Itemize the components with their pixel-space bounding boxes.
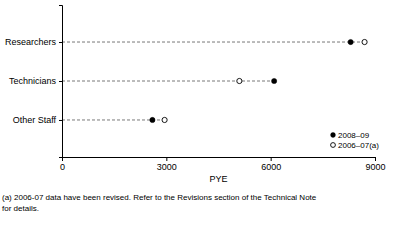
footnote: (a) 2006-07 data have been revised. Refe… xyxy=(2,193,317,202)
point xyxy=(362,39,367,44)
legend: 2008–092006–07(a) xyxy=(331,131,380,150)
x-tick-mark xyxy=(375,157,376,161)
guide-lines xyxy=(62,42,365,120)
y-tick: Other Staff xyxy=(13,115,62,125)
x-tick-label: 9000 xyxy=(365,162,385,172)
legend-marker xyxy=(331,143,336,148)
guide-line xyxy=(62,119,165,120)
point xyxy=(237,78,242,83)
x-tick: 6000 xyxy=(261,157,281,172)
legend-marker xyxy=(331,133,336,138)
x-tick-label: 0 xyxy=(60,162,65,172)
x-tick: 0 xyxy=(60,157,65,172)
x-tick-label: 6000 xyxy=(261,162,281,172)
footnote: for details. xyxy=(2,204,39,213)
y-tick-label: Researchers xyxy=(5,37,57,47)
y-tick-mark xyxy=(59,81,62,82)
x-tick: 9000 xyxy=(365,157,385,172)
legend-label: 2008–09 xyxy=(338,131,370,140)
x-tick-mark xyxy=(166,157,167,161)
point xyxy=(272,78,277,83)
x-tick-label: 3000 xyxy=(157,162,177,172)
point xyxy=(162,117,167,122)
y-tick: Technicians xyxy=(9,76,62,86)
x-axis-title: PYE xyxy=(209,174,227,184)
x-axis: 0 3000 6000 9000 xyxy=(60,157,386,172)
chart: 0 3000 6000 9000 Researchers Technicians Other… xyxy=(0,0,397,227)
y-tick-label: Technicians xyxy=(9,76,57,86)
point xyxy=(150,117,155,122)
legend-label: 2006–07(a) xyxy=(338,141,379,150)
y-tick-label: Other Staff xyxy=(13,115,57,125)
y-axis-line xyxy=(59,6,63,158)
x-tick-mark xyxy=(271,157,272,161)
point xyxy=(348,39,353,44)
y-axis: Researchers Technicians Other Staff xyxy=(5,6,63,158)
guide-line xyxy=(62,42,365,43)
y-tick-mark xyxy=(59,42,62,43)
y-tick-mark xyxy=(59,120,62,121)
y-tick: Researchers xyxy=(5,37,62,47)
x-tick: 3000 xyxy=(157,157,177,172)
x-axis-line xyxy=(63,158,376,162)
points xyxy=(150,39,367,122)
